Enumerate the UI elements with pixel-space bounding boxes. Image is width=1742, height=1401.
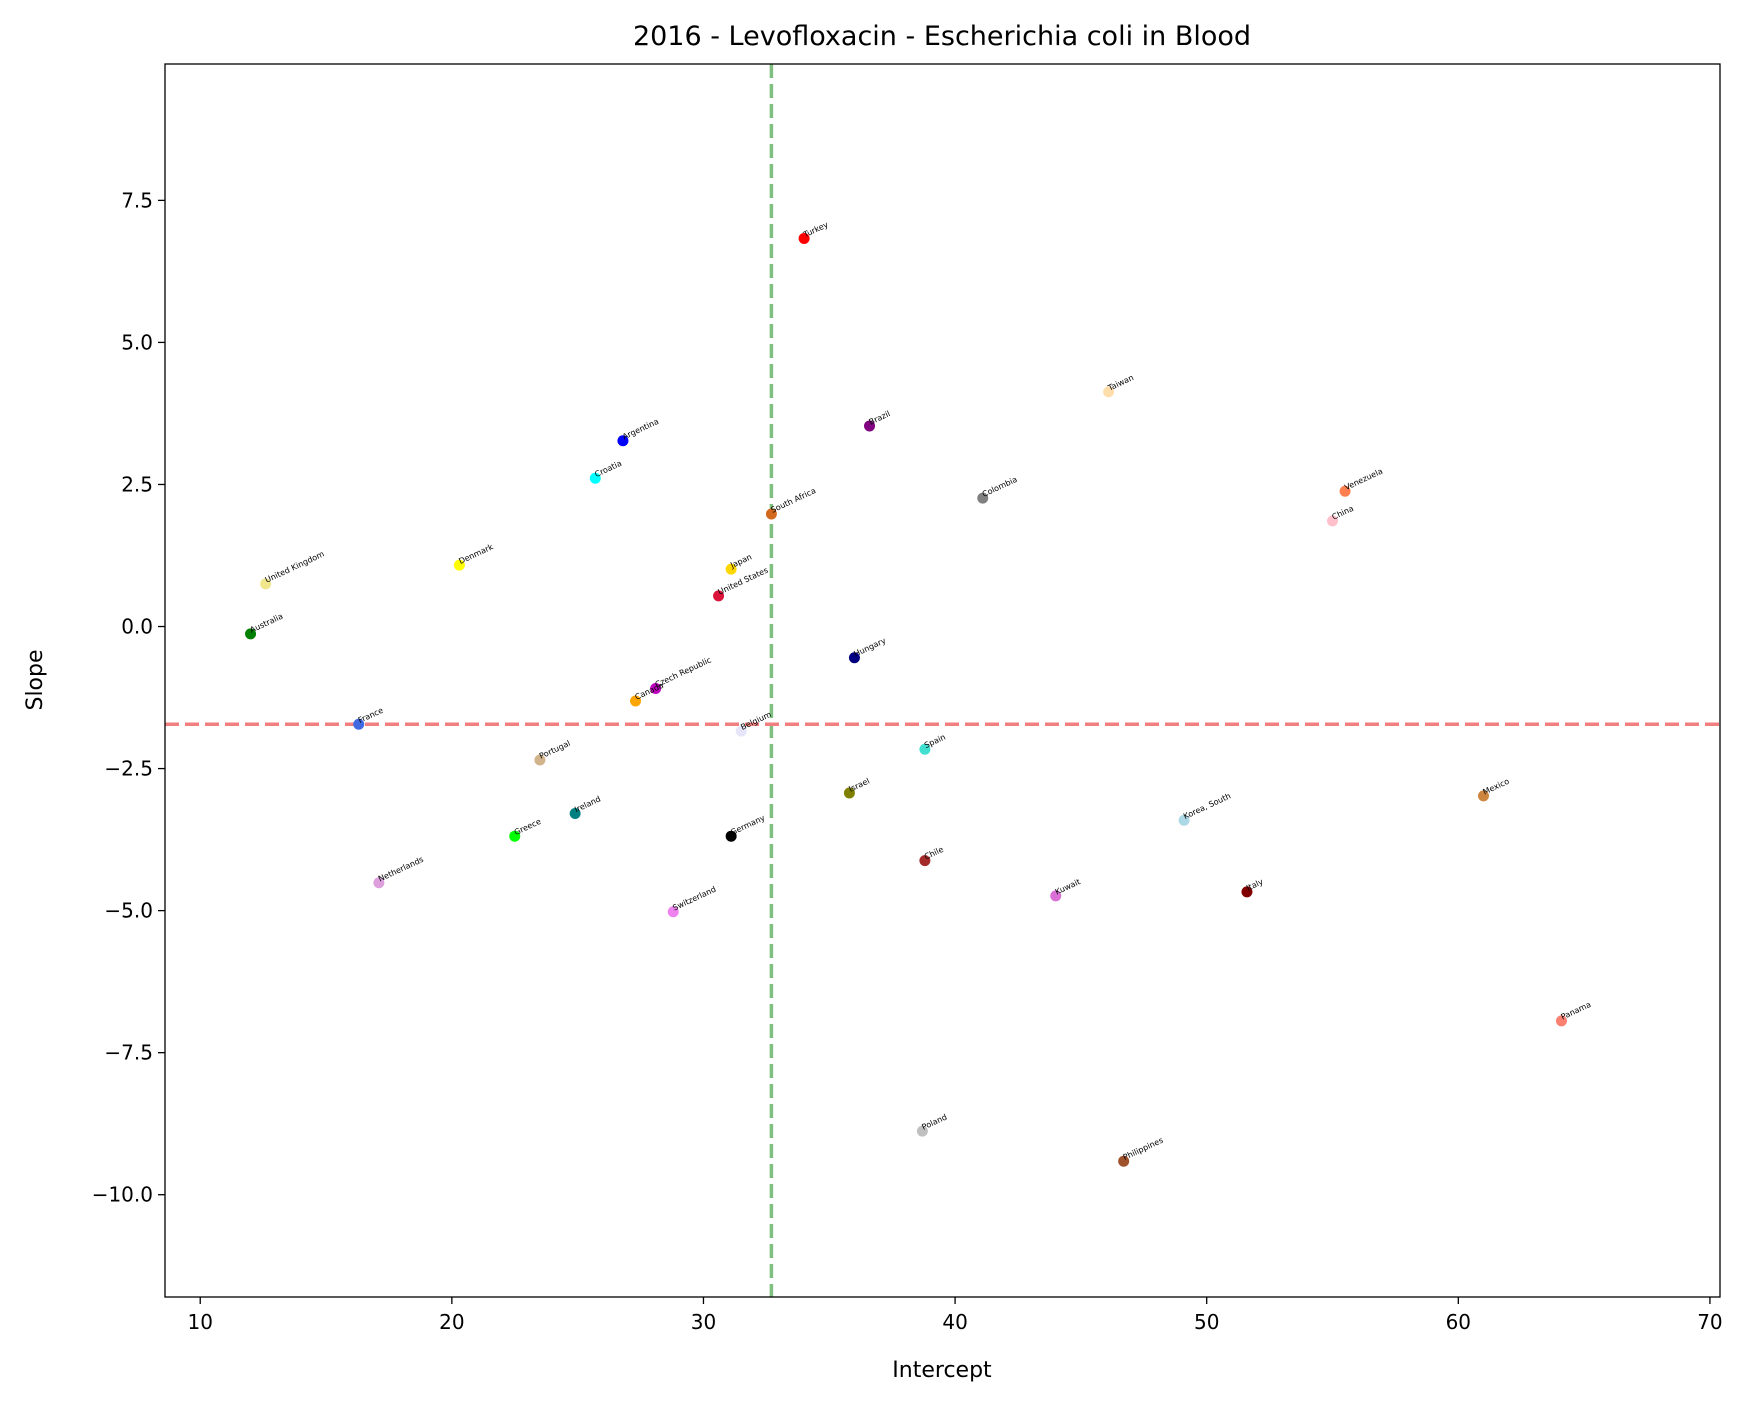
point-label-italy: Italy: [1245, 877, 1265, 893]
y-tick-label: 5.0: [121, 330, 153, 354]
axes-frame: [164, 63, 1721, 1298]
point-panama: [1555, 1015, 1567, 1027]
point-israel: [843, 787, 855, 799]
point-label-spain: Spain: [923, 732, 947, 750]
point-label-germany: Germany: [729, 813, 766, 837]
point-portugal: [534, 754, 546, 766]
point-australia: [245, 628, 257, 640]
point-label-belgium: Belgium: [739, 710, 773, 732]
point-czech-republic: [650, 682, 662, 694]
point-label-kuwait: Kuwait: [1054, 877, 1082, 896]
point-label-venezuela: Venezuela: [1343, 467, 1384, 493]
point-mexico: [1477, 790, 1489, 802]
point-netherlands: [373, 877, 385, 889]
y-tick-label: −10.0: [92, 1183, 153, 1207]
x-tick-label: 40: [942, 1310, 967, 1334]
point-label-turkey: Turkey: [801, 220, 830, 240]
point-label-colombia: Colombia: [981, 475, 1019, 499]
point-label-australia: Australia: [249, 612, 285, 635]
point-venezuela: [1339, 485, 1351, 497]
point-taiwan: [1103, 386, 1115, 398]
point-ireland: [569, 807, 581, 819]
reference-lines: [165, 64, 1720, 1297]
x-axis-ticks: 10 20 30 40 50 60 70: [187, 1297, 1723, 1334]
point-label-argentina: Argentina: [621, 417, 660, 442]
point-hungary: [848, 652, 860, 664]
point-philippines: [1118, 1155, 1130, 1167]
point-korea-south: [1178, 814, 1190, 826]
point-canada: [630, 695, 642, 707]
x-tick-label: 10: [187, 1310, 212, 1334]
y-axis-ticks: 7.5 5.0 2.5 0.0 −2.5 −5.0 −7.5 −10.0: [92, 188, 165, 1207]
point-label-greece: Greece: [513, 817, 543, 837]
point-label-portugal: Portugal: [538, 739, 572, 761]
x-tick-label: 60: [1446, 1310, 1471, 1334]
point-poland: [916, 1125, 928, 1137]
point-label-panama: Panama: [1560, 1000, 1593, 1022]
point-label-croatia: Croatia: [593, 459, 623, 479]
point-label-poland: Poland: [920, 1112, 948, 1131]
point-label-denmark: Denmark: [457, 542, 494, 566]
point-label-south-africa: South Africa: [769, 486, 817, 515]
point-label-chile: Chile: [923, 845, 945, 862]
point-label-switzerland: Switzerland: [671, 885, 717, 913]
point-south-africa: [765, 508, 777, 520]
chart-title: 2016 - Levofloxacin - Escherichia coli i…: [633, 21, 1251, 52]
x-tick-label: 50: [1194, 1310, 1219, 1334]
point-turkey: [798, 232, 810, 244]
point-colombia: [977, 492, 989, 504]
point-united-kingdom: [260, 578, 272, 590]
point-spain: [919, 743, 931, 755]
point-denmark: [453, 559, 465, 571]
point-france: [353, 718, 365, 730]
point-label-united-states: United States: [717, 566, 770, 597]
point-greece: [509, 830, 521, 842]
point-label-hungary: Hungary: [852, 636, 887, 659]
point-labels: Turkey Taiwan Brazil Argentina Croatia Venezu…: [249, 220, 1593, 1162]
point-label-mexico: Mexico: [1482, 777, 1511, 797]
point-label-brazil: Brazil: [868, 409, 892, 427]
point-label-united-kingdom: United Kingdom: [264, 549, 326, 584]
point-brazil: [864, 420, 876, 432]
point-label-philippines: Philippines: [1122, 1136, 1165, 1162]
y-tick-label: 7.5: [121, 188, 153, 212]
point-argentina: [617, 435, 629, 447]
data-points: [245, 232, 1567, 1167]
point-germany: [725, 830, 737, 842]
point-belgium: [735, 725, 747, 737]
y-tick-label: 2.5: [121, 472, 153, 496]
point-label-netherlands: Netherlands: [377, 855, 425, 884]
point-switzerland: [667, 906, 679, 918]
x-tick-label: 20: [439, 1310, 464, 1334]
point-label-ireland: Ireland: [573, 794, 602, 814]
y-tick-label: −7.5: [104, 1041, 153, 1065]
point-chile: [919, 855, 931, 867]
point-label-japan: Japan: [728, 552, 753, 570]
point-label-france: France: [357, 706, 385, 725]
point-italy: [1241, 886, 1253, 898]
x-axis-title: Intercept: [892, 1358, 992, 1383]
x-tick-label: 30: [691, 1310, 716, 1334]
point-label-taiwan: Taiwan: [1106, 373, 1135, 393]
point-label-korea-south: Korea, South: [1182, 791, 1232, 821]
point-croatia: [589, 472, 601, 484]
point-united-states: [713, 590, 725, 602]
point-china: [1327, 515, 1339, 527]
point-japan: [725, 563, 737, 575]
y-axis-title: Slope: [23, 649, 48, 710]
y-tick-label: 0.0: [121, 615, 153, 639]
point-label-israel: Israel: [847, 776, 871, 793]
y-tick-label: −5.0: [104, 899, 153, 923]
point-label-china: China: [1331, 504, 1356, 522]
x-tick-label: 70: [1697, 1310, 1722, 1334]
y-tick-label: −2.5: [104, 757, 153, 781]
point-kuwait: [1050, 890, 1062, 902]
